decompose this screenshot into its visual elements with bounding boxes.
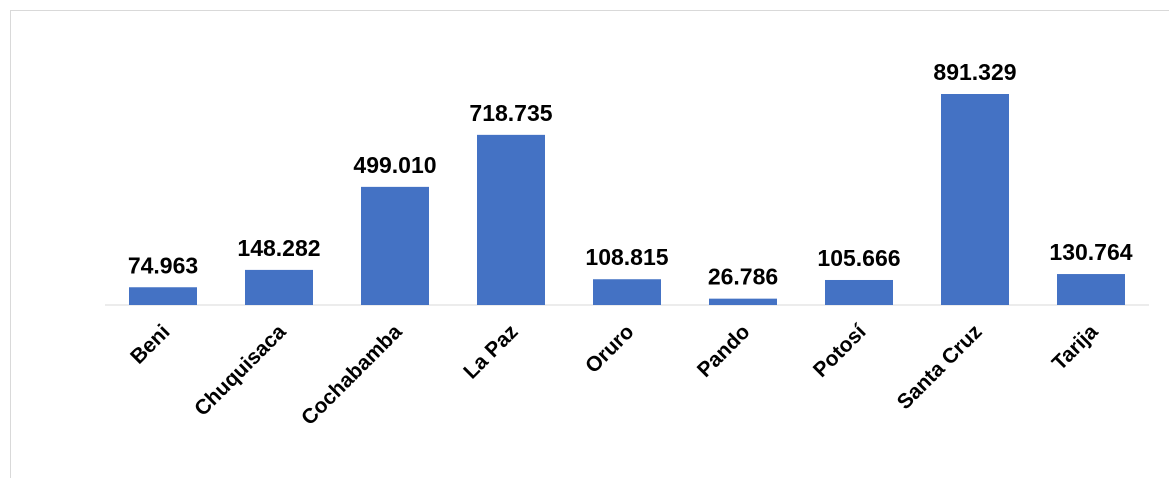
bar: [245, 269, 313, 305]
data-label: 105.666: [817, 245, 900, 271]
data-label: 74.963: [128, 252, 198, 278]
x-tick-label: Tarija: [1048, 320, 1103, 375]
data-label: 148.282: [237, 235, 320, 261]
bar: [477, 134, 545, 305]
data-label: 891.329: [933, 59, 1016, 85]
data-label: 130.764: [1049, 239, 1132, 265]
data-label: 26.786: [708, 264, 778, 290]
x-tick-label: Cochabamba: [297, 320, 407, 430]
bar: [593, 279, 661, 305]
bar: [1057, 274, 1125, 305]
data-label: 108.815: [585, 244, 668, 270]
bar: [709, 298, 777, 305]
bar: [129, 287, 197, 305]
x-tick-label: Oruro: [581, 320, 639, 378]
x-tick-label: Beni: [126, 320, 174, 368]
data-label: 718.735: [469, 100, 552, 126]
chart-border: [10, 10, 1169, 478]
x-tick-label: Santa Cruz: [893, 320, 987, 414]
x-tick-label: La Paz: [459, 320, 522, 383]
bar: [825, 279, 893, 305]
bar: [941, 94, 1009, 305]
x-tick-label: Potosí: [809, 319, 871, 381]
x-tick-label: Chuquisaca: [190, 320, 291, 421]
data-label: 499.010: [353, 152, 436, 178]
bar: [361, 186, 429, 305]
x-tick-label: Pando: [693, 320, 755, 382]
